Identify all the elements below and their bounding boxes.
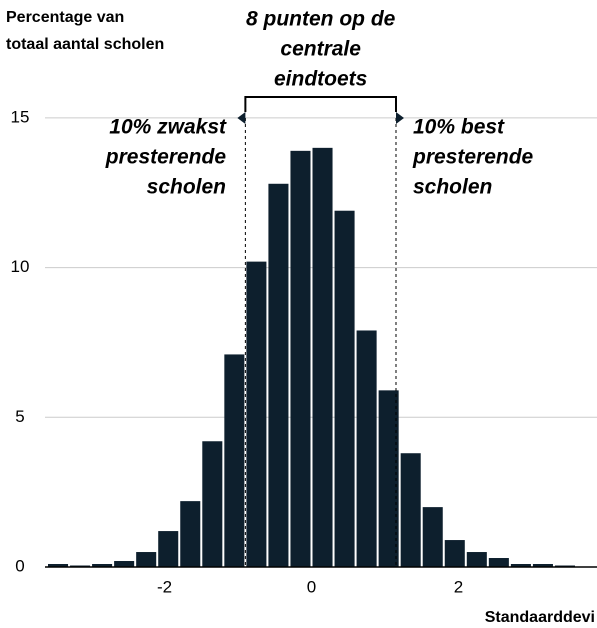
bar [180,501,201,567]
y-tick-label: 10 [11,257,30,276]
y-tick-label: 15 [11,107,30,126]
annotation: presterende [105,146,227,169]
bar [136,552,157,567]
bar [92,564,113,567]
bar [444,540,465,567]
bar [400,453,421,567]
x-tick-label: 2 [454,577,463,596]
bar [378,390,399,567]
bar [510,564,531,567]
bar [158,531,179,567]
bar [290,150,311,568]
x-tick-label: 0 [307,577,316,596]
bar [532,564,553,567]
annotation: scholen [413,176,492,199]
annotation: 8 punten op de [246,8,396,31]
arrow-right [395,112,404,124]
annotation: 10% best [413,116,505,139]
bar [246,261,267,567]
y-axis-label: totaal aantal scholen [6,36,164,53]
bar [48,564,69,567]
bracket [244,96,397,112]
bar [224,354,245,567]
bar [422,507,443,567]
annotation: 10% zwakst [109,116,227,139]
bar [356,330,377,567]
bar [466,552,487,567]
y-axis-label: Percentage van [6,9,124,26]
bar [268,183,289,567]
x-tick-label: -2 [157,577,172,596]
annotation: presterende [412,146,534,169]
y-tick-label: 0 [15,556,24,575]
arrow-left [237,112,246,124]
bar [334,210,355,568]
bar [114,561,135,567]
y-tick-label: 5 [15,407,24,426]
annotation: scholen [147,176,226,199]
bar [202,441,223,567]
annotation: centrale [280,38,361,61]
annotation: eindtoets [274,68,367,91]
bar [312,147,333,567]
bar [488,558,509,567]
x-axis-label: Standaarddevi [485,609,595,626]
